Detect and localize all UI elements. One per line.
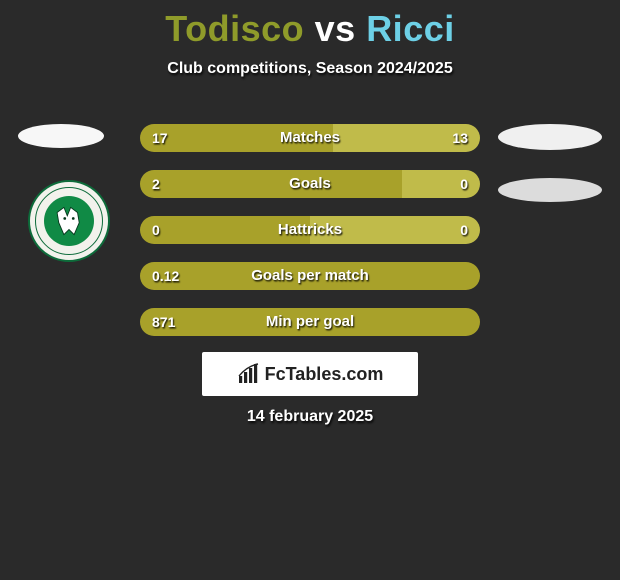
comparison-bars: 1713Matches 20Goals 00Hattricks 0.12Goals p… <box>140 124 480 354</box>
club-crest <box>28 180 110 262</box>
brand-text: FcTables.com <box>265 364 384 385</box>
bar-row: 0.12Goals per match <box>140 262 480 290</box>
bar-label: Goals <box>140 170 480 198</box>
bar-label: Matches <box>140 124 480 152</box>
bar-row: 1713Matches <box>140 124 480 152</box>
bar-label: Min per goal <box>140 308 480 336</box>
date-text: 14 february 2025 <box>0 408 620 426</box>
wolf-icon <box>52 204 86 238</box>
player1-name: Todisco <box>165 8 304 49</box>
bar-row: 00Hattricks <box>140 216 480 244</box>
player2-name: Ricci <box>366 8 455 49</box>
team-logo-mid-right <box>498 178 602 202</box>
page-title: Todisco vs Ricci <box>0 0 620 50</box>
bar-row: 871Min per goal <box>140 308 480 336</box>
subtitle: Club competitions, Season 2024/2025 <box>0 60 620 78</box>
team-logo-top-right <box>498 124 602 150</box>
bar-label: Goals per match <box>140 262 480 290</box>
team-logo-top-left <box>18 124 104 148</box>
bar-label: Hattricks <box>140 216 480 244</box>
crest-inner <box>44 196 94 246</box>
bar-chart-icon <box>237 363 261 385</box>
brand-watermark[interactable]: FcTables.com <box>202 352 418 396</box>
bar-row: 20Goals <box>140 170 480 198</box>
vs-text: vs <box>315 8 356 49</box>
